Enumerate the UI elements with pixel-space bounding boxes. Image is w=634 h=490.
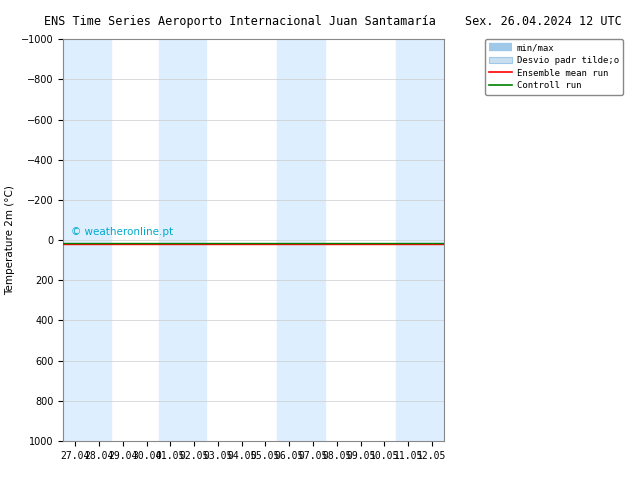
Bar — [301, 39, 325, 441]
Bar — [158, 39, 183, 441]
Y-axis label: Temperature 2m (°C): Temperature 2m (°C) — [6, 185, 15, 295]
Bar — [396, 39, 420, 441]
Bar — [420, 39, 444, 441]
Text: © weatheronline.pt: © weatheronline.pt — [71, 227, 173, 237]
Bar — [278, 39, 301, 441]
Bar — [63, 39, 87, 441]
Bar — [183, 39, 206, 441]
Bar — [87, 39, 111, 441]
Legend: min/max, Desvio padr tilde;o, Ensemble mean run, Controll run: min/max, Desvio padr tilde;o, Ensemble m… — [485, 39, 623, 95]
Text: ENS Time Series Aeroporto Internacional Juan Santamaría: ENS Time Series Aeroporto Internacional … — [44, 15, 436, 28]
Text: Sex. 26.04.2024 12 UTC: Sex. 26.04.2024 12 UTC — [465, 15, 621, 28]
